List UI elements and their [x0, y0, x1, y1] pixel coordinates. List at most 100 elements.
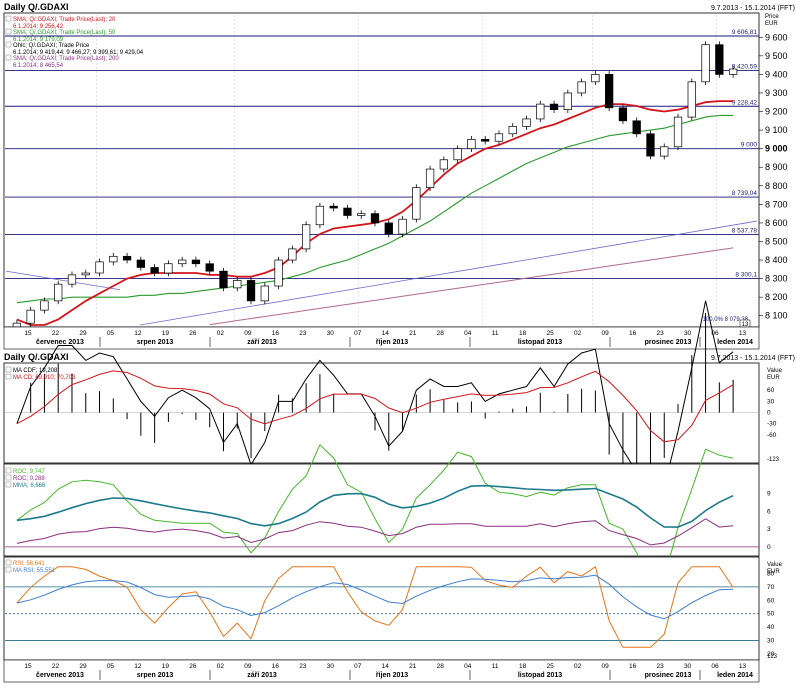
x-month-label: říjen 2013 — [376, 672, 408, 679]
legend-value: 6.1.2014; 9 419,44; 9 466,27; 9 399,61; … — [13, 50, 144, 56]
candle — [728, 65, 738, 78]
candle — [577, 78, 586, 97]
level-label: 9 000 — [741, 142, 758, 149]
x-day-label: 05 — [107, 663, 115, 670]
candle — [646, 130, 655, 160]
candle-body-up — [536, 103, 545, 120]
x-day-label: 16 — [272, 663, 280, 670]
candle — [315, 202, 325, 229]
y-tick-label: 80 — [767, 570, 775, 577]
candle — [219, 267, 228, 292]
candle — [191, 256, 201, 268]
candle-body-up — [301, 224, 311, 250]
candle-body-up — [274, 259, 283, 287]
x-day-label: 02 — [574, 330, 582, 337]
date-range-2: 9.7.2013 - 15.1.2014 (FFT) — [711, 355, 795, 362]
candle — [701, 41, 710, 86]
roc-panel[interactable] — [3, 463, 760, 557]
candle-body-down — [632, 120, 641, 135]
window-title: Daily Q/.GDAXI — [4, 2, 69, 12]
legend-entry: SMA; Q/.GDAXI; Trade Price(Last); 50 — [13, 30, 116, 36]
candle-body-up — [357, 213, 366, 216]
legend-value: 6.1.2014; 8 465,54 — [13, 63, 64, 69]
candle-body-down — [122, 255, 132, 261]
price-panel[interactable] — [3, 12, 760, 328]
candle — [136, 256, 145, 271]
x-day-label: 02 — [217, 330, 225, 337]
x-month-label: leden 2014 — [717, 672, 753, 679]
x-day-label: 04 — [464, 663, 472, 670]
candle-body-up — [26, 309, 35, 324]
macd-line — [16, 300, 734, 511]
y-tick-label: 9 400 — [765, 69, 788, 79]
x-day-label: 02 — [574, 663, 582, 670]
candle-body-up — [233, 280, 242, 289]
y-tick-label: 8 500 — [765, 236, 788, 246]
candle — [384, 219, 393, 238]
x-axis-strip — [3, 326, 760, 350]
y-tick-label: -60 — [767, 432, 777, 439]
legend-entry: ROC; 0,288 — [13, 476, 45, 482]
candle-body-down — [605, 74, 614, 109]
candle — [508, 123, 517, 138]
candle — [467, 136, 476, 152]
x-day-label: 22 — [52, 330, 60, 337]
legend-entry: MA CDF; 19,208 — [13, 368, 58, 374]
candle-body-up — [591, 74, 600, 83]
roc-line — [16, 443, 734, 580]
candle-body-up — [467, 139, 476, 150]
candle — [563, 89, 572, 114]
candle-body-down — [150, 267, 159, 274]
x-day-label: 05 — [107, 330, 115, 337]
candle-body-up — [701, 44, 710, 83]
x-day-label: 06 — [711, 330, 719, 337]
x-day-label: 09 — [244, 330, 252, 337]
candle — [632, 117, 641, 138]
candle-body-down — [715, 44, 724, 75]
x-day-label: 30 — [684, 663, 692, 670]
y-axis-unit: Value — [767, 368, 783, 374]
candle-body-up — [563, 92, 572, 111]
candle — [494, 130, 504, 145]
y-tick-label: -30 — [767, 421, 777, 428]
x-month-label: červenec 2013 — [36, 339, 84, 346]
x-day-label: 12 — [134, 330, 142, 337]
legend-entry: MA RSI; 55,551 — [13, 568, 56, 574]
x-month-label: srpen 2013 — [137, 339, 174, 346]
legend-checkbox — [5, 41, 12, 48]
y-tick-label: -123 — [767, 457, 780, 463]
candle — [549, 100, 559, 114]
x-day-label: 16 — [629, 663, 637, 670]
candle-body-up — [577, 81, 586, 94]
candle — [95, 258, 104, 277]
x-day-label: 28 — [437, 330, 445, 337]
legend-checkbox — [5, 467, 12, 474]
y-tick-label: 8 200 — [765, 292, 788, 302]
rsi-panel[interactable] — [3, 556, 760, 661]
x-month-label: říjen 2013 — [376, 339, 408, 346]
legend-entry: RSI; 58,641 — [13, 561, 45, 567]
x-day-label: 15 — [24, 330, 32, 337]
roc-line-2 — [16, 518, 734, 546]
y-tick-label: 9 100 — [765, 125, 788, 135]
candle-body-up — [178, 259, 187, 265]
candle — [246, 277, 256, 305]
x-day-label: 02 — [217, 663, 225, 670]
x-day-label: 09 — [244, 663, 252, 670]
legend-entry: MA CD; 69,910; 70,703 — [13, 375, 76, 381]
macd-panel[interactable] — [3, 362, 760, 464]
candle-body-down — [481, 139, 490, 142]
x-day-label: 29 — [79, 330, 87, 337]
x-day-label: 14 — [382, 330, 390, 337]
candle — [150, 264, 159, 277]
candle-body-up — [81, 272, 90, 276]
legend-entry: ROC; 9,747 — [13, 469, 45, 475]
candle-body-up — [315, 205, 325, 226]
x-day-label: 23 — [299, 330, 307, 337]
y-tick-label: 8 600 — [765, 218, 788, 228]
candle-body-down — [646, 133, 655, 157]
x-day-label: 23 — [656, 330, 664, 337]
y-tick-label: 60 — [767, 387, 775, 394]
candle — [618, 104, 628, 125]
